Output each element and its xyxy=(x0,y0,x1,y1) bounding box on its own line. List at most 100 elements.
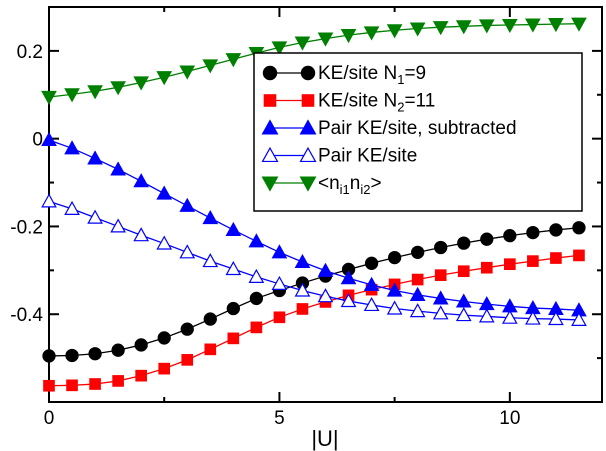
data-point xyxy=(41,90,57,106)
data-point xyxy=(42,349,56,363)
data-point xyxy=(455,20,472,35)
x-axis-label: |U| xyxy=(311,426,338,451)
data-point xyxy=(133,76,150,91)
data-point xyxy=(409,303,426,318)
data-point xyxy=(64,140,80,155)
data-point xyxy=(41,193,57,208)
data-point xyxy=(64,200,80,215)
data-point xyxy=(271,41,288,56)
legend-entry: KE/site N2=11 xyxy=(263,91,435,115)
data-point xyxy=(263,94,277,107)
data-point xyxy=(89,378,101,390)
data-point xyxy=(202,59,219,74)
data-point xyxy=(271,275,288,290)
data-point xyxy=(478,308,495,323)
data-point xyxy=(504,258,516,271)
data-point xyxy=(503,229,517,243)
legend-label: Pair KE/site xyxy=(318,146,417,167)
legend: KE/site N1=9 KE/site N2=11 Pair KE/site, s… xyxy=(253,52,583,212)
legend-label: Pair KE/site, subtracted xyxy=(318,118,517,139)
data-point xyxy=(549,223,563,237)
series-4 xyxy=(41,17,587,106)
legend-label: <ni1ni2> xyxy=(318,173,382,197)
data-point xyxy=(87,209,103,224)
data-point xyxy=(135,369,147,382)
data-point xyxy=(87,85,103,100)
data-point xyxy=(261,146,279,163)
data-point xyxy=(457,236,471,250)
data-point xyxy=(501,309,518,324)
y-tick-label: -0.2 xyxy=(10,217,43,238)
data-point xyxy=(340,29,357,44)
data-point xyxy=(455,307,472,322)
data-point xyxy=(112,375,124,387)
data-point xyxy=(156,235,173,250)
data-point xyxy=(340,270,357,285)
data-point xyxy=(133,227,150,242)
legend-entry: Pair KE/site, subtracted xyxy=(261,118,517,139)
data-point xyxy=(179,65,196,80)
data-point xyxy=(364,256,379,270)
data-point xyxy=(202,253,219,268)
data-point xyxy=(386,282,403,297)
data-point xyxy=(501,18,518,34)
legend-entry: KE/site N1=9 xyxy=(262,63,426,87)
data-point xyxy=(180,322,194,336)
data-point xyxy=(110,81,126,96)
legend-entry: <ni1ni2> xyxy=(261,173,382,197)
data-point xyxy=(480,232,494,246)
data-point xyxy=(294,282,311,297)
y-tick-label: 0 xyxy=(32,130,43,151)
data-point xyxy=(317,32,334,47)
data-point xyxy=(573,249,585,262)
data-point xyxy=(87,150,103,165)
data-point xyxy=(527,255,539,267)
series-layer xyxy=(41,17,587,392)
data-point xyxy=(299,119,317,135)
data-point xyxy=(181,354,194,366)
x-tick-label: 10 xyxy=(499,408,520,429)
axis-ticks xyxy=(48,7,602,402)
data-point xyxy=(158,362,171,375)
data-point xyxy=(64,88,80,103)
data-point xyxy=(294,253,311,269)
series-3 xyxy=(41,193,587,326)
data-point xyxy=(156,71,173,86)
data-point xyxy=(41,131,57,147)
data-point xyxy=(457,265,470,278)
data-point xyxy=(179,197,196,212)
data-point xyxy=(480,261,493,274)
data-point xyxy=(248,268,265,283)
data-point xyxy=(409,22,426,37)
data-point xyxy=(294,36,311,51)
data-point xyxy=(111,343,125,357)
data-point xyxy=(250,321,263,334)
series-line xyxy=(48,200,579,321)
data-point xyxy=(227,332,240,345)
data-point xyxy=(156,185,173,200)
data-point xyxy=(411,245,425,259)
series-line xyxy=(48,227,580,357)
data-point xyxy=(317,288,334,303)
x-tick-label: 5 xyxy=(274,408,285,429)
data-point xyxy=(526,225,540,240)
data-point xyxy=(133,173,150,188)
data-point xyxy=(434,269,447,281)
data-point xyxy=(225,53,242,68)
legend-label: KE/site N2=11 xyxy=(318,91,435,115)
data-point xyxy=(65,348,79,363)
data-point xyxy=(110,161,126,176)
data-point xyxy=(204,343,217,356)
data-point xyxy=(273,311,286,324)
data-point xyxy=(363,26,380,41)
data-point xyxy=(271,244,288,259)
data-point xyxy=(409,286,426,301)
data-point xyxy=(432,290,449,305)
data-point xyxy=(202,210,219,225)
data-point xyxy=(363,276,380,291)
data-point xyxy=(525,310,541,325)
data-point xyxy=(317,262,334,277)
data-point xyxy=(434,240,448,255)
data-point xyxy=(525,18,541,33)
